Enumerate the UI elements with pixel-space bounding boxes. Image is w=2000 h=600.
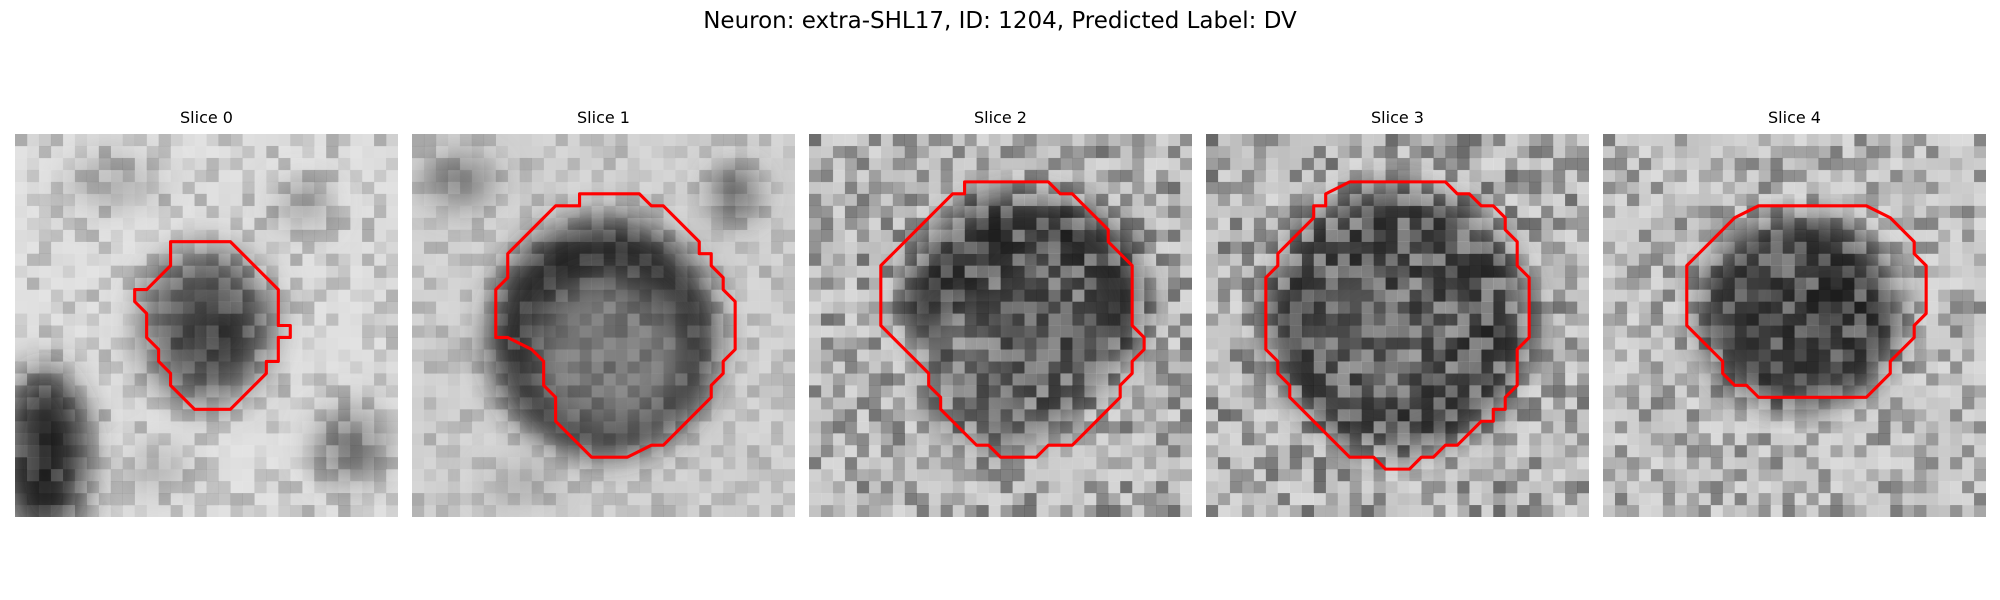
neuron-outline-3 (1264, 180, 1531, 471)
slice-image-2 (809, 134, 1192, 517)
slice-title-4: Slice 4 (1768, 108, 1821, 127)
slice-title-0: Slice 0 (180, 108, 233, 127)
slice-title-2: Slice 2 (974, 108, 1027, 127)
figure-title: Neuron: extra-SHL17, ID: 1204, Predicted… (703, 8, 1297, 34)
slice-panel-2: Slice 2 (809, 108, 1192, 517)
neuron-outline-4 (1685, 204, 1928, 399)
slice-image-1 (412, 134, 795, 517)
neuron-outline-0 (133, 240, 292, 411)
slice-image-3 (1206, 134, 1589, 517)
slice-panel-4: Slice 4 (1603, 108, 1986, 517)
neuron-outline-2 (879, 180, 1146, 459)
slice-title-1: Slice 1 (577, 108, 630, 127)
neuron-outline-1 (494, 192, 737, 459)
slice-image-4 (1603, 134, 1986, 517)
slice-title-3: Slice 3 (1371, 108, 1424, 127)
slice-image-0 (15, 134, 398, 517)
slice-panel-0: Slice 0 (15, 108, 398, 517)
slice-panel-3: Slice 3 (1206, 108, 1589, 517)
slice-panel-1: Slice 1 (412, 108, 795, 517)
